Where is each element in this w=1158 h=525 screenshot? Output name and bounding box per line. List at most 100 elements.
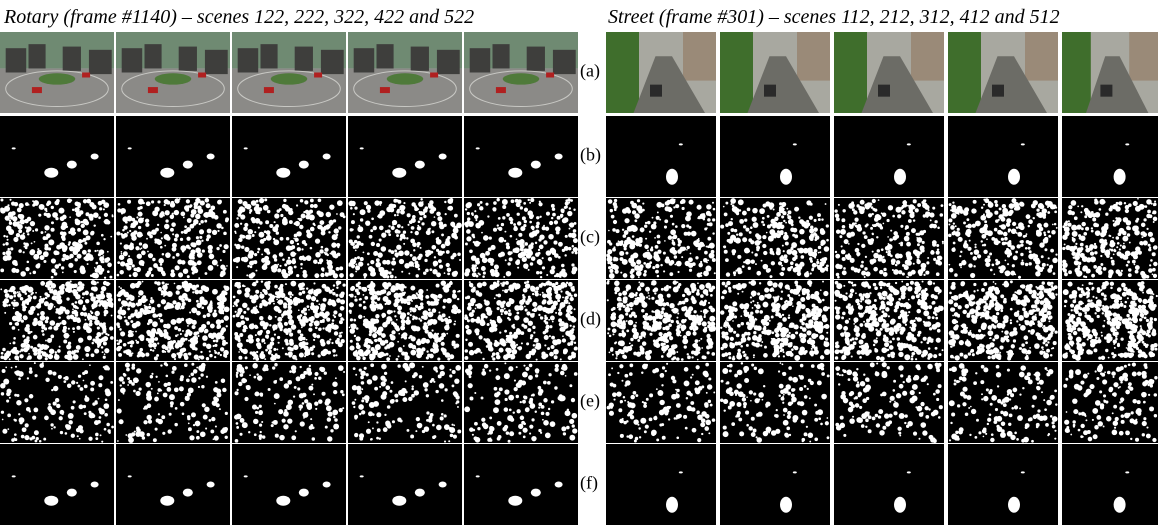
blob — [1019, 240, 1023, 244]
blob — [356, 235, 360, 239]
blob — [497, 293, 502, 298]
blob — [647, 249, 649, 252]
blob — [291, 293, 294, 296]
blob — [19, 219, 25, 225]
blob — [533, 331, 536, 334]
blob — [1071, 236, 1074, 239]
blob — [484, 300, 490, 306]
blob — [44, 296, 48, 300]
blob — [813, 227, 818, 232]
blob — [768, 202, 775, 209]
blob — [1134, 269, 1139, 274]
blob — [565, 281, 569, 285]
blob — [435, 248, 440, 252]
blob — [538, 313, 541, 317]
blob — [659, 218, 662, 221]
blob — [428, 308, 431, 312]
blob — [1047, 230, 1051, 234]
blob — [257, 211, 261, 215]
blob — [1152, 273, 1158, 279]
blob — [206, 343, 212, 349]
blob — [725, 223, 729, 227]
blob — [475, 304, 478, 307]
blob — [135, 266, 141, 273]
blob — [236, 217, 239, 220]
blob — [1112, 243, 1116, 247]
blob — [688, 268, 693, 272]
blob — [420, 297, 424, 301]
blob — [621, 228, 625, 231]
blob — [50, 205, 54, 210]
blob — [289, 239, 295, 245]
blob — [444, 324, 450, 331]
blob — [397, 208, 400, 212]
blob — [1148, 214, 1153, 219]
blob — [214, 355, 217, 359]
blob — [571, 266, 578, 272]
blob — [618, 292, 622, 297]
blob — [129, 340, 135, 345]
blob — [762, 234, 767, 240]
blob — [61, 221, 68, 228]
blob — [217, 304, 223, 310]
blob — [277, 268, 282, 273]
blob — [419, 302, 424, 306]
blob — [553, 348, 559, 355]
blob — [417, 255, 422, 261]
blob — [446, 267, 452, 273]
blob — [628, 342, 631, 345]
blob — [195, 284, 200, 288]
blob — [255, 289, 260, 294]
blob — [245, 234, 250, 240]
blob — [780, 168, 792, 185]
car — [546, 72, 555, 78]
blob — [639, 227, 645, 233]
blob — [561, 263, 565, 268]
blob — [660, 316, 662, 319]
blob — [937, 226, 940, 230]
blob — [189, 342, 196, 349]
blob — [281, 347, 284, 350]
blob — [171, 353, 177, 359]
blob — [84, 222, 88, 225]
blob — [438, 259, 442, 264]
blob — [952, 201, 955, 204]
blob — [307, 258, 311, 262]
blob — [139, 307, 145, 313]
blob — [510, 299, 513, 302]
blob — [2, 300, 6, 304]
blob — [494, 323, 498, 328]
blob — [732, 252, 736, 256]
blob — [239, 222, 243, 225]
blob — [348, 302, 354, 308]
blob — [489, 268, 495, 274]
blob — [97, 253, 101, 257]
blob — [158, 317, 161, 320]
blob — [791, 249, 798, 256]
blob — [358, 261, 364, 267]
blob — [549, 325, 553, 329]
blob — [980, 206, 984, 209]
blob — [631, 226, 637, 233]
blob — [75, 293, 81, 300]
blob — [643, 336, 646, 338]
blob — [289, 341, 294, 346]
blob — [635, 238, 640, 243]
blob — [45, 316, 50, 321]
blob — [942, 242, 944, 245]
blob — [661, 307, 665, 311]
blob — [433, 263, 437, 267]
blob — [1040, 255, 1044, 259]
blob — [1148, 246, 1152, 249]
blob — [636, 296, 640, 301]
blob — [877, 257, 882, 262]
blob — [174, 198, 180, 204]
blob — [622, 351, 625, 354]
blob — [1098, 208, 1102, 211]
blob — [285, 236, 290, 241]
blob — [549, 315, 555, 321]
blob — [96, 249, 99, 252]
blob — [50, 334, 55, 339]
blob — [223, 349, 229, 356]
blob — [315, 291, 318, 293]
